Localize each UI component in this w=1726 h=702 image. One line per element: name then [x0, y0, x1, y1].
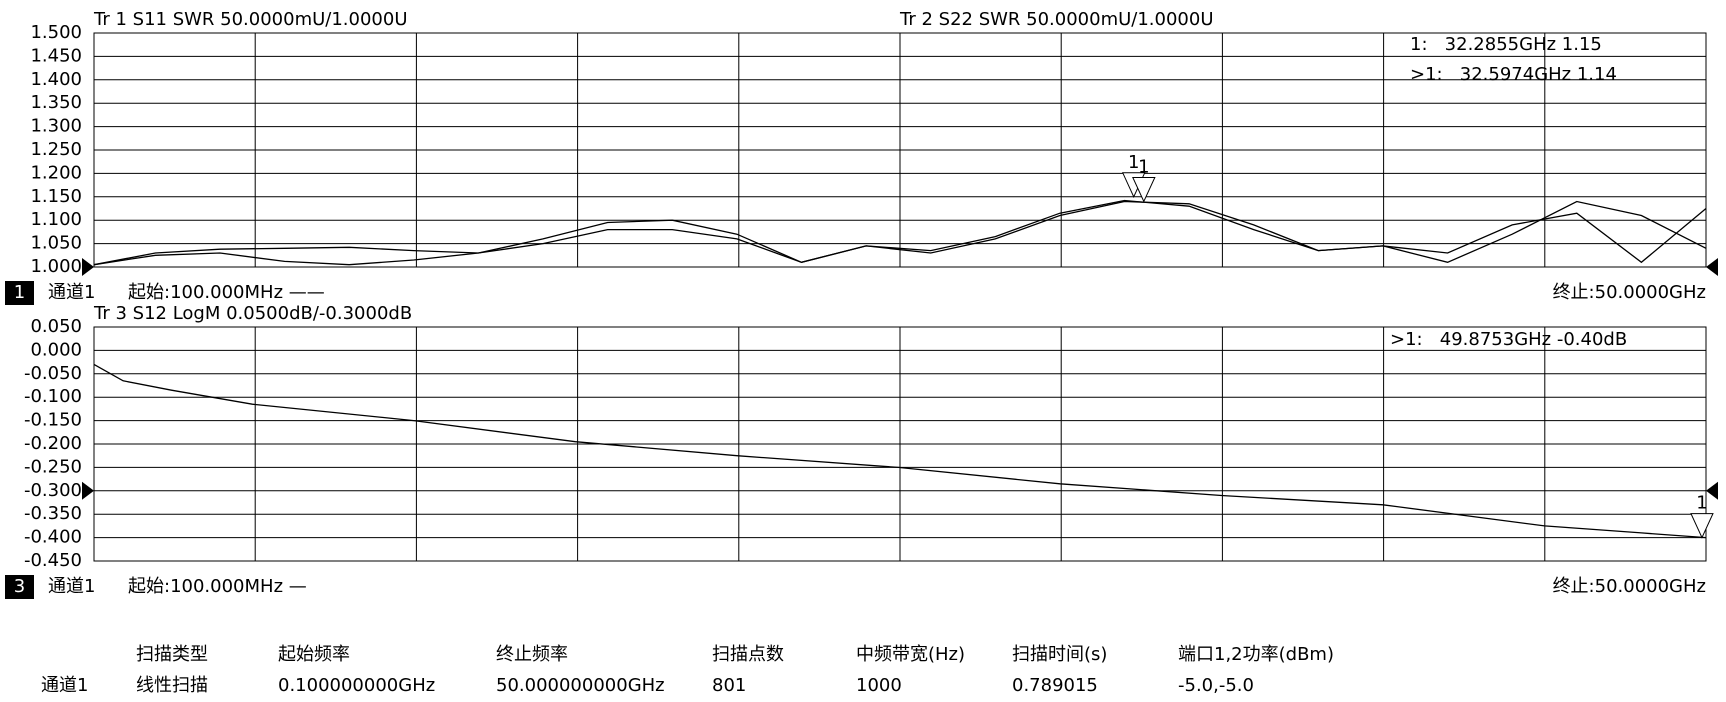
y-tick-label: -0.400	[24, 527, 82, 548]
y-tick-label: -0.300	[24, 480, 82, 501]
table-header: 扫描时间(s)	[1012, 644, 1107, 665]
y-tick-label: 1.450	[30, 45, 82, 66]
trace-label: Tr 1 S11 SWR 50.0000mU/1.0000U	[93, 9, 408, 30]
table-cell: 0.789015	[1012, 675, 1098, 696]
reference-right	[1706, 258, 1718, 276]
y-tick-label: 1.500	[30, 22, 82, 43]
marker-label: 1	[1128, 152, 1139, 173]
table-header: 端口1,2功率(dBm)	[1178, 644, 1334, 665]
y-tick-label: -0.200	[24, 433, 82, 454]
table-header: 扫描类型	[136, 644, 208, 665]
table-cell: 50.000000000GHz	[496, 675, 665, 696]
marker-readout: >1: 49.8753GHz -0.40dB	[1390, 329, 1627, 350]
y-tick-label: -0.450	[24, 550, 82, 571]
y-tick-label: 0.000	[30, 339, 82, 360]
table-header: 扫描点数	[712, 644, 784, 665]
marker-readout: 1: 32.2855GHz 1.15	[1410, 34, 1602, 55]
table-cell: 1000	[856, 675, 902, 696]
trace-line	[93, 363, 1707, 539]
trace-label: Tr 2 S22 SWR 50.0000mU/1.0000U	[899, 9, 1214, 30]
y-tick-label: 1.050	[30, 233, 82, 254]
y-tick-label: 1.100	[30, 209, 82, 230]
stop-label: 终止:50.0000GHz	[1553, 282, 1706, 303]
marker-label: 1	[1696, 493, 1707, 514]
trace-line	[93, 199, 1707, 266]
stop-label: 终止:50.0000GHz	[1553, 576, 1706, 597]
channel-name: 通道1	[48, 282, 95, 303]
marker	[1690, 513, 1714, 539]
table-cell: 线性扫描	[136, 675, 208, 696]
y-tick-label: -0.100	[24, 386, 82, 407]
y-tick-label: 1.200	[30, 162, 82, 183]
y-tick-label: -0.150	[24, 410, 82, 431]
row-label: 通道1	[41, 675, 88, 696]
y-tick-label: 1.300	[30, 116, 82, 137]
y-tick-label: 1.400	[30, 69, 82, 90]
y-tick-label: 1.350	[30, 92, 82, 113]
y-tick-label: -0.250	[24, 456, 82, 477]
channel-box	[5, 575, 34, 599]
channel-number: 3	[14, 576, 25, 597]
start-label: 起始:100.000MHz —	[128, 576, 307, 597]
reference-right	[1706, 481, 1718, 500]
reference-left	[82, 481, 94, 500]
table-cell: -5.0,-5.0	[1178, 675, 1254, 696]
table-cell: 801	[712, 675, 746, 696]
y-tick-label: -0.350	[24, 503, 82, 524]
reference-left	[82, 258, 94, 276]
marker-readout: >1: 32.5974GHz 1.14	[1410, 64, 1617, 85]
table-cell: 0.100000000GHz	[278, 675, 435, 696]
start-label: 起始:100.000MHz ——	[128, 282, 325, 303]
marker-label: 1	[1138, 156, 1149, 177]
y-tick-label: -0.050	[24, 363, 82, 384]
trace-line	[93, 200, 1707, 266]
channel-number: 1	[14, 282, 25, 303]
y-tick-label: 1.150	[30, 186, 82, 207]
trace-label: Tr 3 S12 LogM 0.0500dB/-0.3000dB	[93, 303, 412, 324]
channel-box	[5, 281, 34, 305]
table-header: 终止频率	[496, 644, 568, 665]
table-header: 中频带宽(Hz)	[856, 644, 965, 665]
table-header: 起始频率	[278, 644, 350, 665]
y-tick-label: 1.000	[30, 256, 82, 277]
channel-name: 通道1	[48, 576, 95, 597]
y-tick-label: 0.050	[30, 316, 82, 337]
y-tick-label: 1.250	[30, 139, 82, 160]
marker	[1132, 176, 1156, 203]
